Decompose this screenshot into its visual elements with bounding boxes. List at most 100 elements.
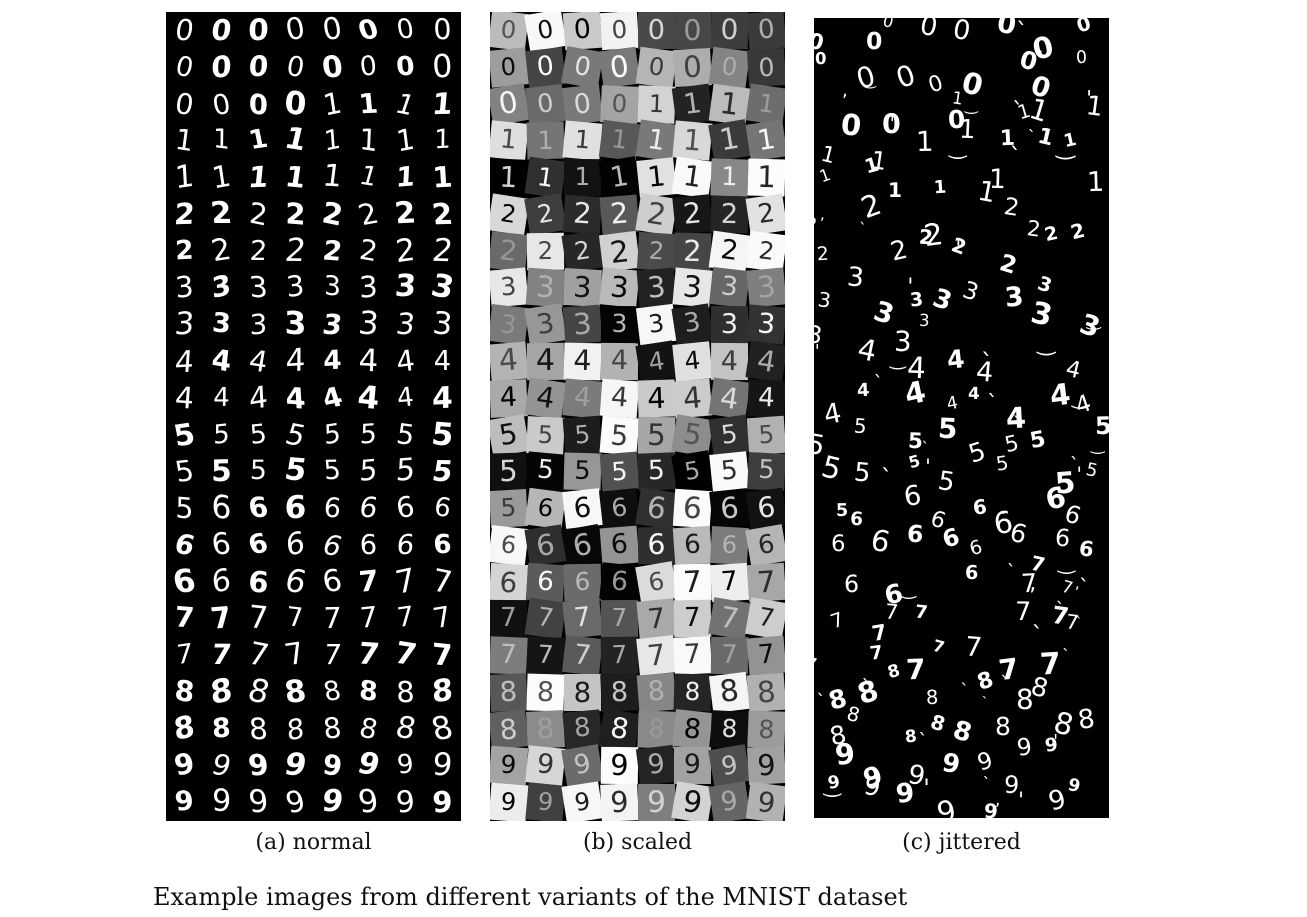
digit-sample: 4	[246, 342, 271, 380]
scaled-digit-sample: 1	[672, 83, 714, 125]
jittered-digit-sample: 3	[816, 286, 833, 313]
scaled-digit-sample: 5	[637, 416, 675, 454]
scaled-digit-sample: 1	[671, 156, 714, 199]
scaled-digit-sample: 7	[673, 636, 713, 675]
scaled-digit-sample: 7	[490, 636, 528, 675]
digit-sample: 4	[285, 341, 306, 380]
jittered-fragment: ˋ	[1055, 600, 1065, 621]
scaled-digit-sample: 3	[490, 267, 529, 308]
scaled-digit-sample: 7	[745, 597, 785, 640]
scaled-digit-sample: 8	[597, 707, 641, 751]
jittered-digit-sample: 2	[887, 234, 911, 268]
digit-sample: 2	[248, 235, 268, 267]
digit-sample: 4	[432, 379, 453, 416]
jittered-fragment: ‿	[1056, 133, 1075, 160]
digit-sample: 7	[173, 600, 196, 636]
jittered-digit-sample: 2	[814, 211, 821, 238]
digit-sample: 3	[323, 270, 341, 304]
jittered-fragment: ˋ	[880, 463, 893, 492]
scaled-digit-sample: 2	[636, 231, 676, 271]
jittered-digit-sample: 3	[928, 283, 956, 318]
digit-sample: 7	[358, 563, 380, 599]
scaled-digit-sample: 2	[710, 195, 749, 233]
scaled-digit-sample: 4	[490, 341, 529, 382]
scaled-digit-sample: 0	[490, 12, 529, 51]
scaled-digit-sample: 8	[709, 671, 751, 713]
jittered-digit-sample: 5	[936, 465, 958, 498]
scaled-digit-sample: 8	[636, 672, 676, 713]
jittered-fragment: '	[923, 774, 930, 803]
scaled-digit-sample: 2	[526, 232, 564, 270]
scaled-digit-sample: 6	[634, 560, 678, 604]
jittered-fragment: ‿	[949, 134, 967, 160]
scaled-digit-sample: 6	[599, 525, 639, 565]
jittered-fragment: '	[1053, 732, 1059, 753]
digit-sample: 5	[322, 417, 342, 451]
jittered-fragment: '	[955, 235, 962, 260]
scaled-digit-sample: 0	[490, 82, 530, 126]
jittered-digit-sample: 6	[1054, 523, 1072, 554]
digit-sample: 8	[431, 672, 454, 711]
scaled-digit-sample: 9	[490, 746, 529, 786]
digit-sample: 1	[209, 158, 234, 197]
scaled-digit-sample: 7	[746, 562, 785, 602]
scaled-digit-sample: 2	[598, 230, 640, 272]
jittered-fragment: '	[907, 275, 914, 301]
scaled-digit-sample: 6	[598, 561, 640, 603]
jittered-fragment: ‿	[1058, 550, 1075, 575]
digit-sample: 9	[173, 785, 196, 818]
scaled-digit-sample: 5	[708, 414, 751, 456]
digit-sample: 2	[284, 195, 306, 232]
scaled-digit-sample: 7	[710, 562, 750, 602]
digit-sample: 5	[281, 452, 309, 489]
jittered-digit-sample: 1	[988, 163, 1007, 195]
jittered-fragment: '	[889, 113, 895, 134]
jittered-fragment: '	[925, 455, 931, 478]
scaled-digit-sample: 5	[636, 452, 676, 491]
jittered-digit-sample: 7	[870, 618, 889, 646]
scaled-digit-sample: 7	[635, 598, 676, 639]
digit-sample: 0	[395, 51, 417, 83]
scaled-digit-sample: 7	[673, 599, 712, 638]
scaled-digit-sample: 4	[524, 377, 567, 420]
digit-sample: 9	[171, 747, 198, 783]
scaled-digit-sample: 9	[525, 782, 566, 821]
jittered-digit-sample: 6	[971, 494, 989, 520]
scaled-digit-sample: 6	[563, 563, 601, 601]
jittered-digit-sample: 4	[1047, 377, 1073, 414]
jittered-fragment: ‿	[823, 773, 841, 798]
scaled-digit-sample: 3	[598, 267, 640, 308]
jittered-digit-sample: 9	[1044, 783, 1069, 818]
jittered-fragment: ˎ	[1006, 545, 1016, 567]
scaled-digit-sample: 7	[635, 635, 677, 676]
digit-sample: 7	[322, 601, 342, 636]
digit-sample: 1	[282, 159, 308, 195]
scaled-digit-sample: 6	[745, 523, 785, 567]
digit-sample: 1	[358, 121, 379, 159]
digit-sample: 0	[247, 12, 269, 48]
digit-sample: 7	[247, 599, 269, 638]
digit-sample: 6	[319, 563, 345, 600]
jittered-digit-sample: 0	[1075, 47, 1088, 69]
jittered-digit-sample: 1	[1086, 166, 1105, 199]
digit-sample: 9	[319, 784, 345, 820]
scaled-digit-sample: 6	[745, 487, 785, 530]
jittered-fragment: ˋ	[1012, 412, 1023, 436]
scaled-digit-sample: 0	[561, 83, 603, 125]
digit-sample: 5	[321, 455, 342, 487]
digit-sample: 9	[356, 783, 382, 821]
jittered-digit-sample: 5	[1027, 425, 1048, 454]
digit-sample: 6	[210, 561, 233, 601]
jittered-digit-sample: 1	[817, 142, 838, 170]
digit-sample: 4	[209, 342, 233, 379]
scaled-digit-sample: 6	[525, 562, 565, 602]
jittered-fragment: '	[1018, 787, 1024, 813]
scaled-digit-sample: 5	[490, 452, 528, 491]
jittered-digit-sample: 0	[891, 58, 920, 96]
jittered-digit-sample: 5	[937, 412, 958, 446]
jittered-fragment: ˎ	[1075, 603, 1083, 620]
scaled-digit-sample: 5	[562, 415, 603, 455]
scaled-digit-sample: 5	[599, 414, 640, 455]
jittered-digit-sample: 7	[1015, 596, 1032, 627]
